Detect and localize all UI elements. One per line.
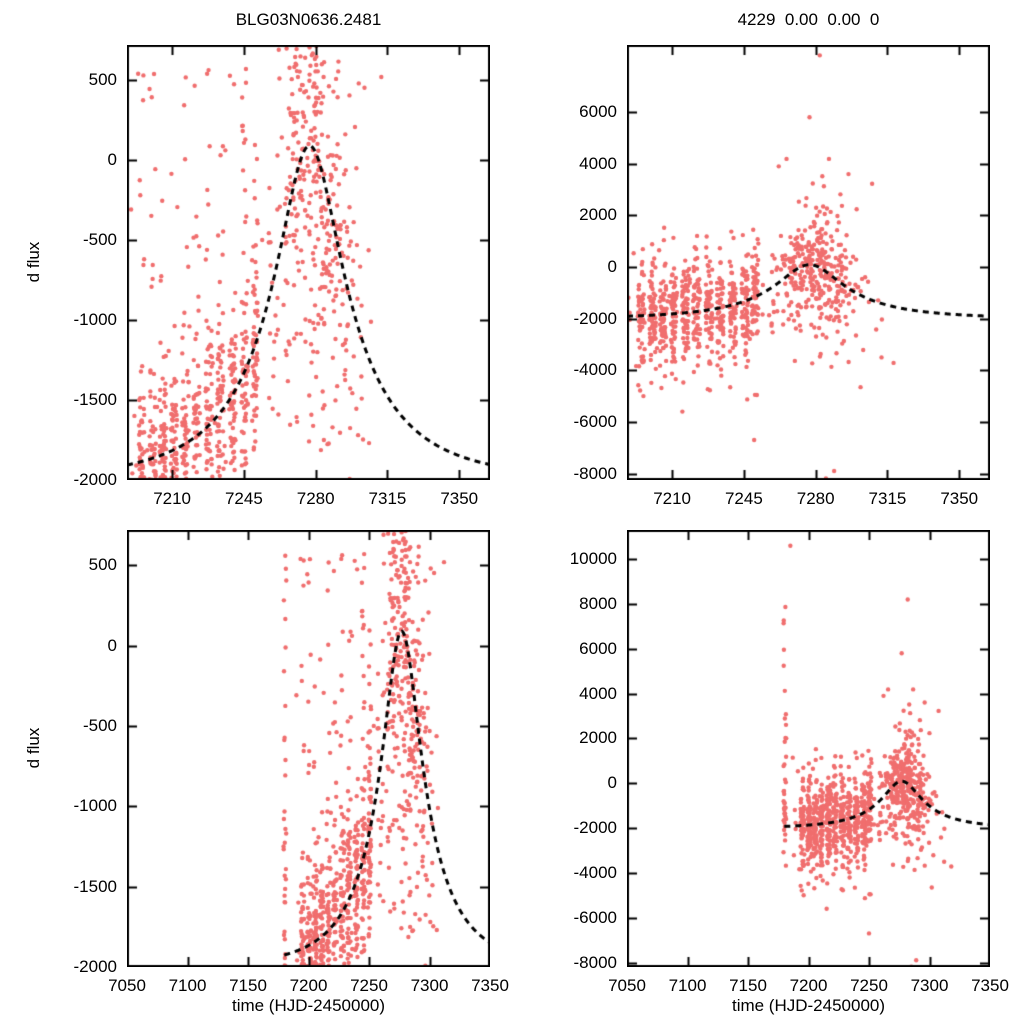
panel-bottom-left <box>127 530 490 967</box>
x-tick-label: 7250 <box>850 976 888 995</box>
y-tick-label: -6000 <box>573 907 617 927</box>
x-tick-label: 7210 <box>653 489 692 508</box>
y-tick-label: 4000 <box>579 683 617 703</box>
y-tick-label: -2000 <box>573 308 617 328</box>
x-tick-label: 7280 <box>796 489 835 508</box>
panel-bottom-right <box>627 530 990 967</box>
y-tick-label: 0 <box>107 635 117 655</box>
x-tick-label: 7245 <box>224 489 263 508</box>
x-tick-label: 7245 <box>724 489 763 508</box>
x-tick-label: 7200 <box>289 976 328 995</box>
x-axis-label-left: time (HJD-2450000) <box>231 996 386 1015</box>
y-tick-label: 8000 <box>579 593 617 613</box>
y-tick-label: -1000 <box>73 310 117 330</box>
y-tick-label: 4000 <box>579 153 617 173</box>
y-tick-label: -500 <box>82 716 117 735</box>
scatter-canvas-top-right <box>627 45 990 480</box>
x-tick-label: 7350 <box>940 489 979 508</box>
x-tick-label: 7280 <box>296 489 335 508</box>
y-tick-label: -1500 <box>73 876 117 896</box>
y-tick-label: -2000 <box>73 957 117 976</box>
y-tick-label: 6000 <box>579 102 617 122</box>
y-tick-label: -1000 <box>73 796 117 816</box>
x-tick-label: 7250 <box>350 976 388 995</box>
x-tick-label: 7200 <box>789 976 828 995</box>
x-tick-label: 7150 <box>229 976 267 995</box>
y-tick-label: 6000 <box>579 638 617 658</box>
scatter-canvas-top-left <box>127 45 490 480</box>
y-tick-label: -8000 <box>573 463 617 483</box>
chart-title-right: 4229 0.00 0.00 0 <box>737 10 880 29</box>
y-tick-label: -4000 <box>573 862 617 882</box>
y-tick-label: 2000 <box>579 205 617 225</box>
x-tick-label: 7300 <box>910 976 949 995</box>
y-tick-label: -6000 <box>573 411 617 431</box>
y-tick-label: -2000 <box>573 818 617 838</box>
x-tick-label: 7315 <box>868 489 907 508</box>
x-tick-label: 7350 <box>440 489 479 508</box>
y-tick-label: -8000 <box>573 952 617 972</box>
x-tick-label: 7350 <box>471 976 509 995</box>
y-tick-label: -2000 <box>73 470 117 489</box>
y-tick-label: 10000 <box>569 549 617 569</box>
x-tick-label: 7100 <box>168 976 207 995</box>
y-tick-label: 0 <box>607 257 617 277</box>
x-tick-label: 7300 <box>410 976 449 995</box>
x-axis-label-right: time (HJD-2450000) <box>731 996 886 1015</box>
scatter-canvas-bottom-left <box>127 530 490 967</box>
y-tick-label: -500 <box>82 230 117 250</box>
x-tick-label: 7050 <box>108 976 146 995</box>
y-tick-label: 2000 <box>579 728 617 748</box>
x-tick-label: 7210 <box>153 489 192 508</box>
x-tick-label: 7315 <box>368 489 407 508</box>
y-tick-label: 0 <box>607 773 617 793</box>
x-tick-label: 7350 <box>971 976 1009 995</box>
y-tick-label: -4000 <box>573 360 617 380</box>
y-tick-label: -1500 <box>73 390 117 410</box>
x-tick-label: 7100 <box>668 976 707 995</box>
scatter-canvas-bottom-right <box>627 530 990 967</box>
panel-top-left <box>127 45 490 480</box>
chart-title-left: BLG03N0636.2481 <box>235 10 382 29</box>
x-tick-label: 7050 <box>608 976 646 995</box>
x-tick-label: 7150 <box>729 976 767 995</box>
y-tick-label: 0 <box>107 150 117 170</box>
y-tick-label: 500 <box>88 70 117 90</box>
y-tick-label: 500 <box>88 555 117 575</box>
panel-top-right <box>627 45 990 480</box>
